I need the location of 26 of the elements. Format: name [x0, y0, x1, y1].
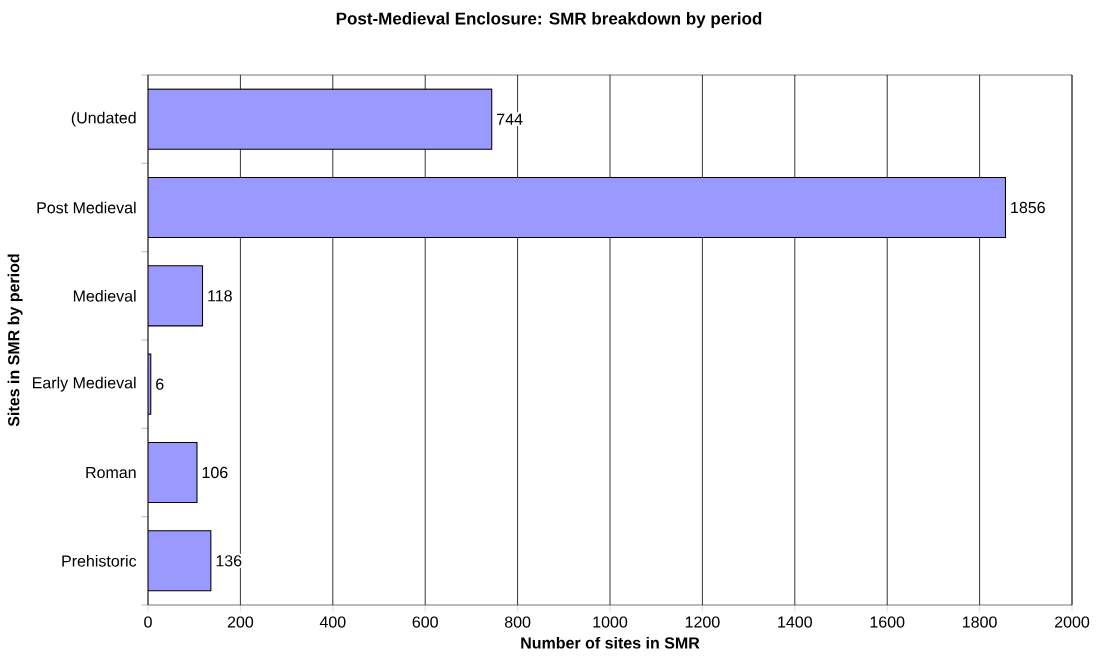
x-tick-label: 1800: [963, 616, 997, 628]
y-axis-title: Sites in SMR by period: [7, 254, 23, 427]
x-axis-title: Number of sites in SMR: [521, 636, 700, 649]
data-label: 106: [202, 466, 228, 479]
y-tick-label: Roman: [86, 466, 136, 479]
chart-title: Post-Medieval Enclosure: SMR breakdown by period: [336, 12, 762, 28]
y-tick-label: Post Medieval: [37, 201, 136, 214]
x-tick-label: 1000: [593, 616, 628, 628]
data-label: 136: [216, 555, 242, 567]
x-tick-label: 2000: [1055, 616, 1090, 628]
y-tick-label: (Undated: [71, 111, 136, 127]
x-tick-label: 200: [227, 616, 254, 628]
data-label: 1856: [1011, 201, 1045, 214]
x-tick-label: 1200: [685, 616, 720, 628]
x-tick-label: 400: [319, 616, 346, 628]
x-tick-label: 0: [144, 616, 152, 628]
data-label: 744: [497, 113, 523, 125]
y-tick-label: Prehistoric: [62, 554, 137, 567]
data-label: 6: [156, 378, 164, 390]
x-tick-label: 1400: [778, 616, 812, 628]
data-label: 118: [208, 290, 232, 302]
y-tick-label: Early Medieval: [33, 376, 136, 392]
x-tick-label: 1600: [870, 616, 905, 628]
x-tick-label: 600: [412, 616, 438, 628]
x-tick-label: 800: [504, 616, 531, 628]
y-tick-label: Medieval: [73, 289, 136, 302]
